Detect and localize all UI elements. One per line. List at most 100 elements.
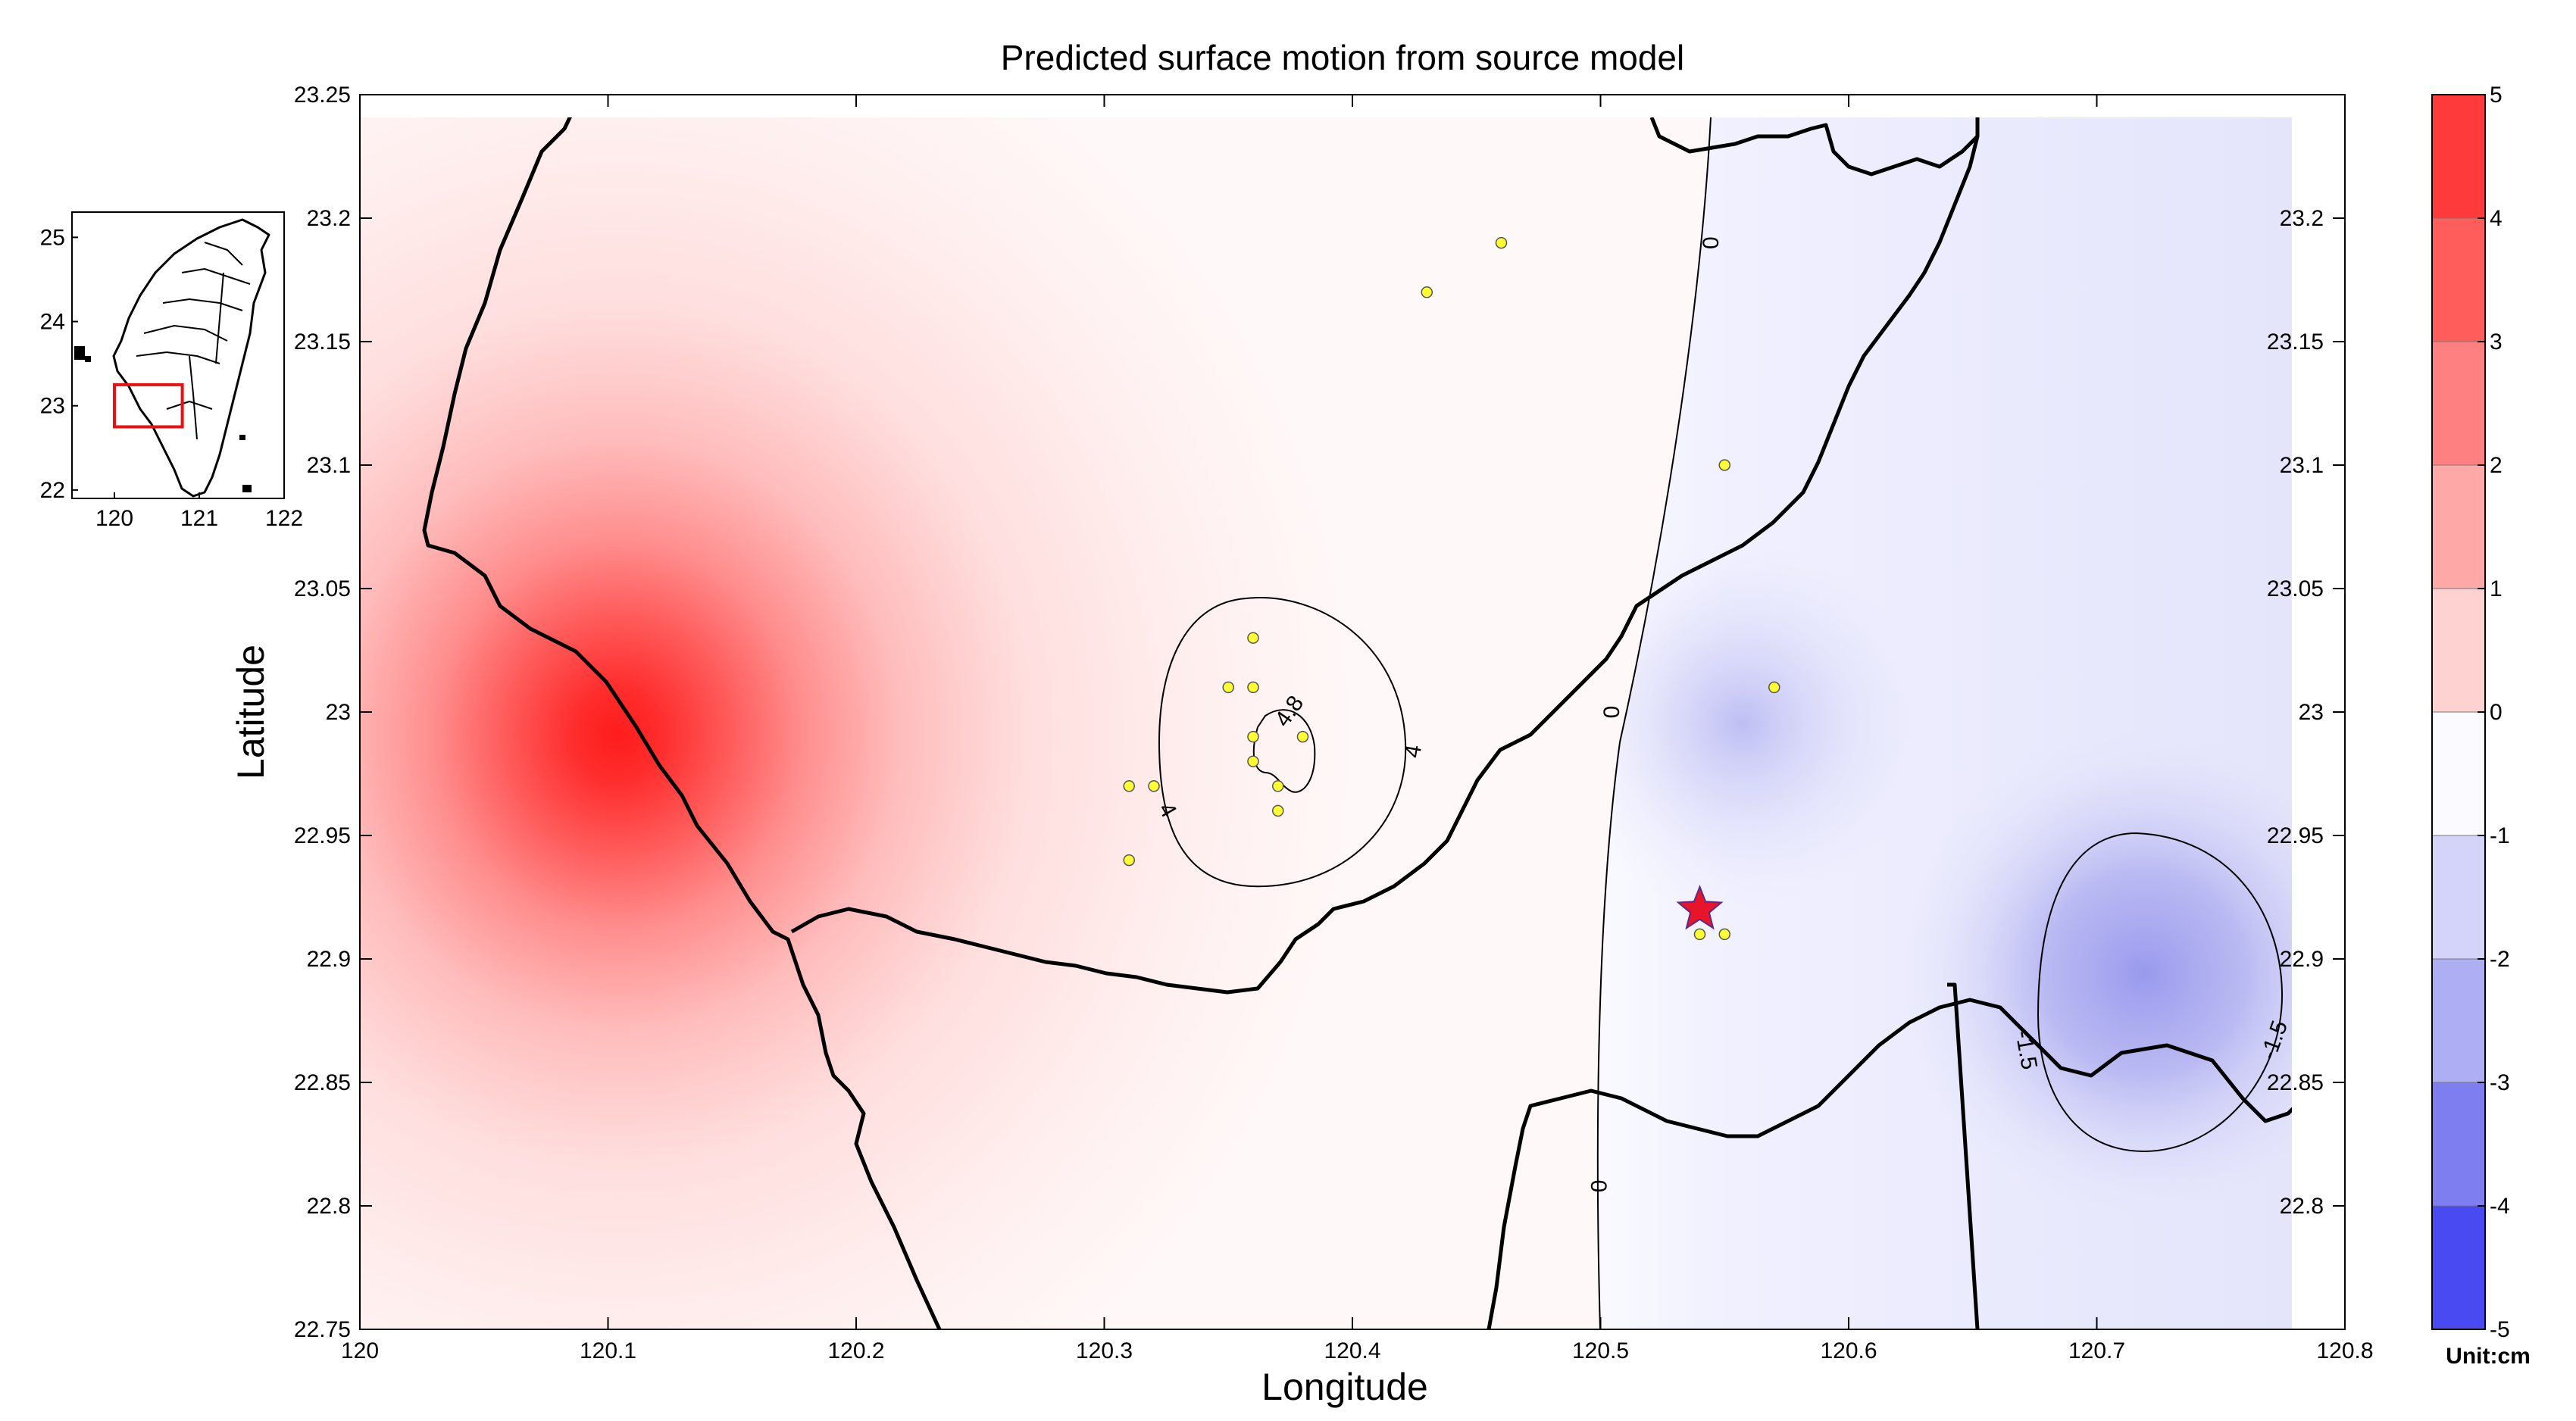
y-tick-label-right: 23.05 [2267,576,2324,601]
y-tick-label-right: 23.1 [2280,453,2324,478]
x-tick-label: 120.6 [1820,1338,1877,1363]
inset-y-tick-label: 25 [40,225,65,250]
colorbar-tick-label: -4 [2490,1194,2510,1219]
y-tick-label: 22.95 [294,823,351,848]
colorbar-segment [2432,465,2485,589]
colorbar-tick-label: 0 [2490,700,2503,725]
contour-label: 0 [1599,706,1624,719]
station-marker [1718,928,1730,941]
inset-y-tick-label: 24 [40,310,65,335]
colorbar-tick-label: 2 [2490,453,2503,478]
county-border-east [1649,117,1979,176]
positive-field [360,117,1711,1329]
x-tick-label: 120.7 [2068,1338,2125,1363]
colorbar-tick-label: -1 [2490,823,2510,848]
y-tick-label: 23.1 [307,453,351,478]
taiwan-outline [112,218,270,498]
y-tick-label: 22.8 [307,1194,351,1219]
colorbar-tick-label: 1 [2490,576,2503,601]
colorbar-tick-label: 3 [2490,329,2503,354]
station-marker [1247,755,1259,767]
colorbar-segment [2432,835,2485,959]
y-tick-label-right: 22.85 [2267,1070,2324,1095]
station-marker [1768,681,1780,694]
county-border-central [790,117,1980,995]
x-tick-label: 120.8 [2316,1338,2373,1363]
county-border-north [1487,998,2292,1329]
station-marker [1148,780,1160,792]
colorbar-segment [2432,218,2485,342]
contour-label: 4 [1400,743,1427,760]
station-marker [1272,780,1284,792]
y-tick-label: 22.9 [307,947,351,972]
y-tick-label: 23.15 [294,329,351,354]
station-marker [1693,928,1706,941]
contour-label: 0 [1699,236,1724,249]
station-marker [1495,236,1508,249]
x-tick-label: 120 [341,1338,379,1363]
x-axis-label: Longitude [1261,1366,1428,1408]
colorbar-segment [2432,589,2485,712]
station-marker [1222,681,1234,694]
y-tick-label-right: 23 [2299,700,2324,725]
colorbar-segment [2432,95,2485,218]
x-tick-label: 120.3 [1076,1338,1133,1363]
county-border-south [1947,982,1980,1329]
station-marker [1247,681,1259,694]
station-marker [1123,854,1135,867]
colorbar-segment [2432,959,2485,1082]
y-tick-label: 23.25 [294,83,351,108]
map-field [360,117,2292,1329]
colorbar-segment [2432,1082,2485,1206]
y-tick-label: 23.2 [307,206,351,231]
x-tick-label: 120.2 [827,1338,884,1363]
station-marker [1272,804,1284,817]
y-tick-label: 22.85 [294,1070,351,1095]
y-tick-label: 23.05 [294,576,351,601]
contour-0 [1596,117,1712,1330]
station-marker [1247,632,1259,644]
colorbar-segment [2432,342,2485,465]
colorbar-tick-label: -5 [2490,1317,2510,1342]
y-tick-label-right: 23.2 [2280,206,2324,231]
station-marker [1718,459,1730,471]
axis-tick-labels: 120 120.1 120.2 120.3 120.4 120.5 120.6 120.7 12… [294,83,2374,1363]
colorbar-tick-label: 4 [2490,206,2503,231]
colorbar-segment [2432,1206,2485,1329]
colorbar-tick-label: 5 [2490,83,2503,108]
station-marker [1421,286,1433,298]
contour-4 [1158,597,1407,888]
contour-minus-1-5 [2037,832,2284,1153]
axis-ticks [359,94,2346,1330]
x-tick-label: 120.5 [1572,1338,1629,1363]
station-marker [1247,730,1259,743]
colorbar: 5 4 3 2 1 0 -1 -2 -3 -4 -5 [2431,83,2510,1342]
inset-study-area [113,383,184,429]
epicenter [1676,885,1724,930]
y-tick-label-right: 22.8 [2280,1194,2324,1219]
colorbar-segment [2432,712,2485,835]
contour-label: 0 [1587,1180,1612,1193]
inset-ticks: 120 121 122 25 24 23 22 [40,225,303,531]
inset-x-tick-label: 122 [265,506,303,531]
borders [422,117,2292,1329]
coastline [422,117,942,1329]
epicenter-star [1676,885,1724,930]
inset-islands [74,346,252,492]
chart-title: Predicted surface motion from source mod… [1001,38,1685,77]
inset-x-tick-label: 121 [180,506,218,531]
station-marker [1296,730,1309,743]
y-tick-label-right: 22.9 [2280,947,2324,972]
y-tick-label-right: 23.15 [2267,329,2324,354]
colorbar-tick-label: -3 [2490,1070,2510,1095]
inset-y-tick-label: 23 [40,394,65,419]
inset-frame [71,211,285,499]
y-axis-label: Latitude [230,645,272,779]
station-marker [1123,780,1135,792]
x-tick-label: 120.4 [1324,1338,1380,1363]
y-tick-label: 23 [326,700,351,725]
y-tick-label-right: 22.95 [2267,823,2324,848]
inset-y-tick-label: 22 [40,478,65,503]
inset-map: 120 121 122 25 24 23 22 [40,211,303,531]
